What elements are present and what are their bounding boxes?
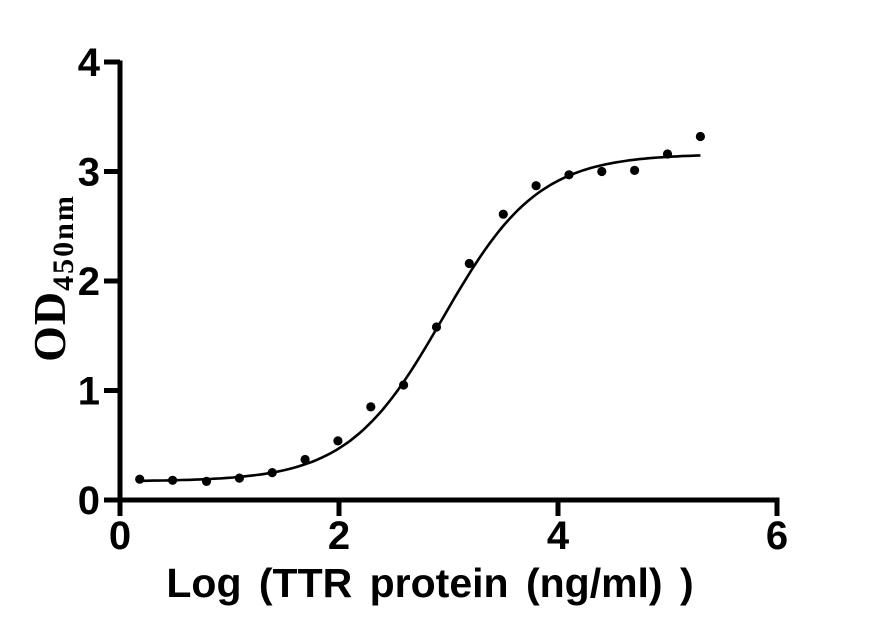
data-point — [464, 258, 474, 269]
x-tick-label: 6 — [766, 514, 788, 558]
data-point — [168, 475, 178, 485]
data-point — [597, 166, 607, 177]
data-point — [399, 380, 409, 390]
fit-curve — [139, 154, 701, 483]
data-point — [300, 454, 310, 465]
x-axis-title: Log (TTR protein (ng/ml) ) — [166, 560, 694, 606]
y-axis-title: OD450nm — [23, 194, 81, 362]
data-point — [267, 468, 277, 478]
x-tick-label: 0 — [109, 514, 131, 558]
data-point — [662, 149, 673, 159]
data-point — [234, 473, 244, 483]
x-tick-label: 2 — [328, 514, 350, 558]
data-point — [630, 165, 640, 175]
data-point — [366, 402, 376, 412]
y-axis-title-subscript: 450nm — [47, 194, 80, 291]
y-tick-label: 4 — [78, 41, 101, 85]
data-point — [431, 322, 442, 332]
y-tick-label: 0 — [78, 479, 100, 523]
data-point — [695, 131, 706, 142]
data-point — [201, 476, 212, 486]
data-point — [135, 474, 145, 484]
y-tick-label: 3 — [78, 151, 100, 195]
x-tick-label: 4 — [547, 514, 570, 558]
y-tick-label: 1 — [78, 370, 100, 414]
data-point — [564, 170, 574, 180]
data-point — [333, 436, 343, 446]
data-point — [498, 209, 508, 219]
y-axis-title-base: OD — [24, 290, 75, 362]
data-point — [531, 181, 541, 191]
y-tick-label: 2 — [78, 260, 100, 304]
